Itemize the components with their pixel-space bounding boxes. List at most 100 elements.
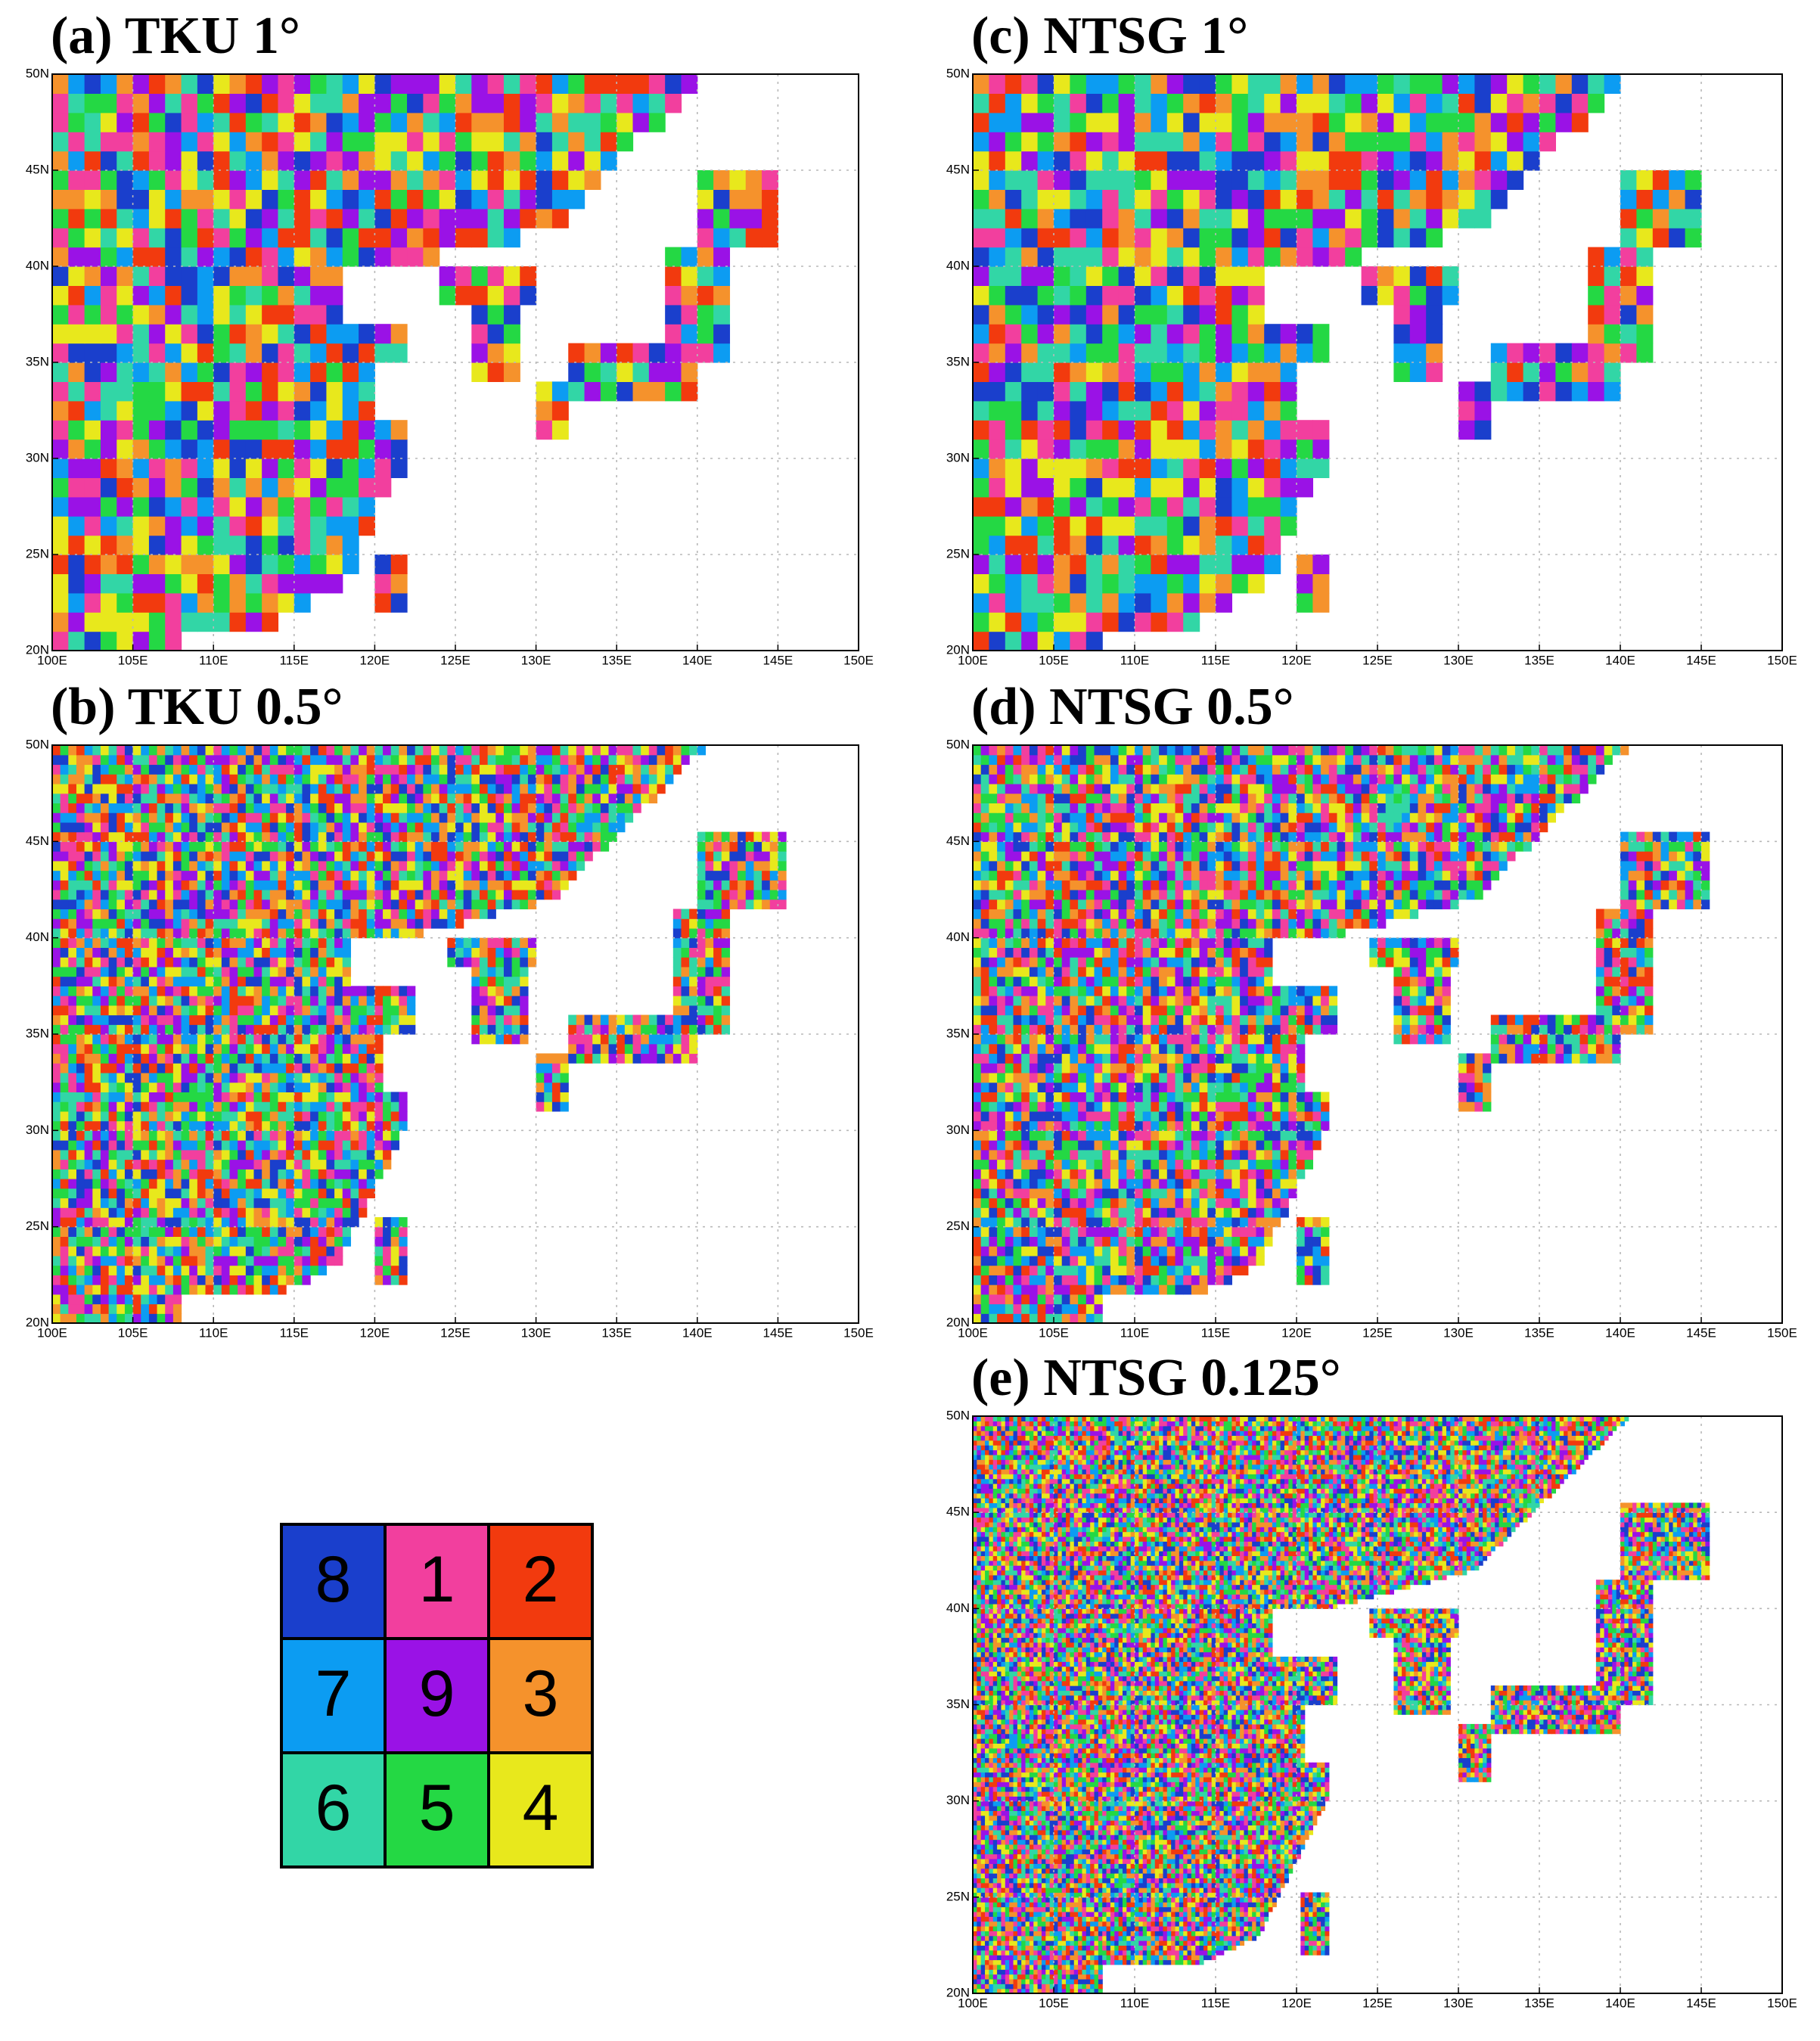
map-cell [262,1160,270,1170]
map-cell [85,151,101,171]
map-cell [302,1179,310,1188]
map-cell [165,1150,173,1160]
map-cell [262,555,278,574]
map-cell [576,1053,585,1063]
map-cell [109,1160,117,1170]
map-cell [762,170,778,190]
map-cell [246,1101,254,1111]
map-cell [246,1285,254,1294]
map-cell [471,1005,480,1015]
map-cell [246,401,262,421]
map-cell [230,536,247,555]
map-cell [76,1169,85,1179]
map-cell [109,1121,117,1131]
map-cell [350,1217,359,1227]
map-cell [367,1140,375,1150]
map-cell [173,1083,182,1092]
map-cell [85,189,101,209]
map-cell [383,1150,391,1160]
map-cell [149,1005,157,1015]
map-cell [488,170,505,190]
map-cell [197,1188,206,1198]
map-cell [206,1266,214,1275]
map-cell [585,93,601,113]
map-cell [471,1024,480,1034]
map-cell [197,362,214,382]
map-cell [133,477,150,497]
map-cell [213,362,230,382]
map-cell [246,1053,254,1063]
map-cell [262,1101,270,1111]
map-cell [52,324,69,343]
map-cell [230,151,247,171]
map-cell [552,113,569,132]
map-cell [52,285,69,305]
map-cell [68,113,85,132]
map-cell [197,1160,206,1170]
map-cell [116,113,133,132]
map-cell [68,1150,76,1160]
map-cell [681,1024,689,1034]
map-cell [109,1005,117,1015]
map-cell [165,1034,173,1044]
map-cell [270,1160,278,1170]
map-cell [302,1160,310,1170]
map-cell [536,93,553,113]
map-cell [705,1005,713,1015]
map-cell [254,1179,262,1188]
map-cell [568,362,585,382]
map-cell [689,1053,697,1063]
map-cell [165,1188,173,1198]
map-cell [238,1217,246,1227]
map-cell [173,1285,182,1294]
map-cell [576,1034,585,1044]
map-cell [141,996,149,1005]
map-cell [165,1266,173,1275]
map-cell [52,1236,61,1246]
map-cell [350,1015,359,1025]
map-cell [536,209,553,228]
map-cell [318,1101,327,1111]
map-cell [222,1246,230,1256]
map-cell [213,113,230,132]
map-cell [133,1140,141,1150]
map-cell [246,1034,254,1044]
map-cell [197,1121,206,1131]
map-cell [213,1246,222,1256]
map-cell [673,1005,682,1015]
map-cell [334,1073,343,1083]
map-cell [165,536,182,555]
map-cell [92,1015,101,1025]
map-cell [359,1169,367,1179]
map-cell [101,440,117,459]
map-cell [343,1111,351,1121]
map-cell [334,1063,343,1073]
map-cell [359,1130,367,1140]
map-cell [278,1044,286,1054]
map-cell [189,1101,197,1111]
map-cell [213,1111,222,1121]
map-cell [68,573,85,593]
map-cell [391,1236,399,1246]
map-cell [278,1101,286,1111]
map-cell [61,1275,69,1285]
map-cell [165,1140,173,1150]
map-cell [149,1092,157,1101]
map-cell [374,1256,383,1266]
map-cell [246,305,262,325]
map-cell [552,1083,561,1092]
map-cell [92,1217,101,1227]
map-cell [350,1073,359,1083]
map-cell [495,1015,504,1025]
map-cell [439,74,456,94]
map-cell [286,1140,294,1150]
map-cell [407,93,424,113]
map-cell [254,1160,262,1170]
map-cell [68,1092,76,1101]
map-cell [367,1092,375,1101]
map-cell [92,1130,101,1140]
map-cell [318,1188,327,1198]
map-cell [149,593,166,613]
map-cell [246,1005,254,1015]
map-cell [52,113,69,132]
